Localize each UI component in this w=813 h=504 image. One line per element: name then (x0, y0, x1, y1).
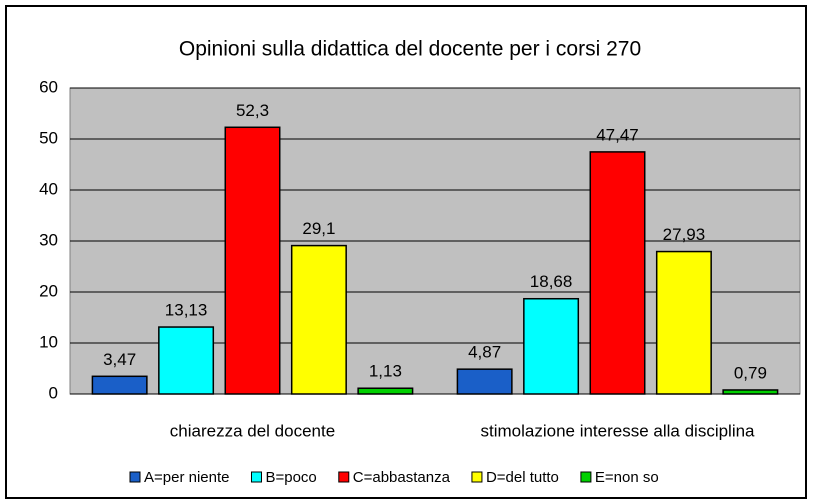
bar (722, 389, 779, 395)
bar (224, 126, 281, 395)
y-tick-label: 50 (39, 128, 58, 147)
legend-label: A=per niente (144, 469, 229, 486)
value-label: 4,87 (468, 343, 501, 362)
y-tick-label: 40 (39, 179, 58, 198)
value-label: 3,47 (103, 350, 136, 369)
bar (158, 326, 215, 395)
bar (91, 375, 148, 395)
bar (589, 151, 646, 395)
legend-label: E=non so (595, 469, 659, 486)
legend-swatch (580, 471, 592, 483)
bar (290, 244, 347, 395)
value-label: 27,93 (663, 225, 706, 244)
value-label: 13,13 (165, 301, 208, 320)
legend-swatch (338, 471, 350, 483)
x-tick-label: stimolazione interesse alla disciplina (480, 421, 755, 440)
bar (655, 250, 712, 395)
y-tick-label: 10 (39, 332, 58, 351)
chart-title: Opinioni sulla didattica del docente per… (179, 38, 641, 61)
bar (357, 387, 414, 395)
y-tick-label: 30 (39, 230, 58, 249)
legend-swatch (250, 471, 262, 483)
legend-swatch (471, 471, 483, 483)
y-tick-label: 0 (49, 383, 58, 402)
bar (523, 297, 580, 395)
y-tick-label: 60 (39, 77, 58, 96)
value-label: 0,79 (734, 363, 767, 382)
value-label: 18,68 (530, 272, 573, 291)
legend-swatch (129, 471, 141, 483)
legend-label: D=del tutto (486, 469, 559, 486)
y-tick-label: 20 (39, 281, 58, 300)
value-label: 1,13 (369, 362, 402, 381)
legend-label: B=poco (265, 469, 316, 486)
value-label: 52,3 (236, 101, 269, 120)
value-label: 29,1 (302, 219, 335, 238)
value-label: 47,47 (596, 125, 639, 144)
bar (456, 368, 513, 395)
legend-label: C=abbastanza (353, 469, 451, 486)
x-tick-label: chiarezza del docente (170, 421, 335, 440)
